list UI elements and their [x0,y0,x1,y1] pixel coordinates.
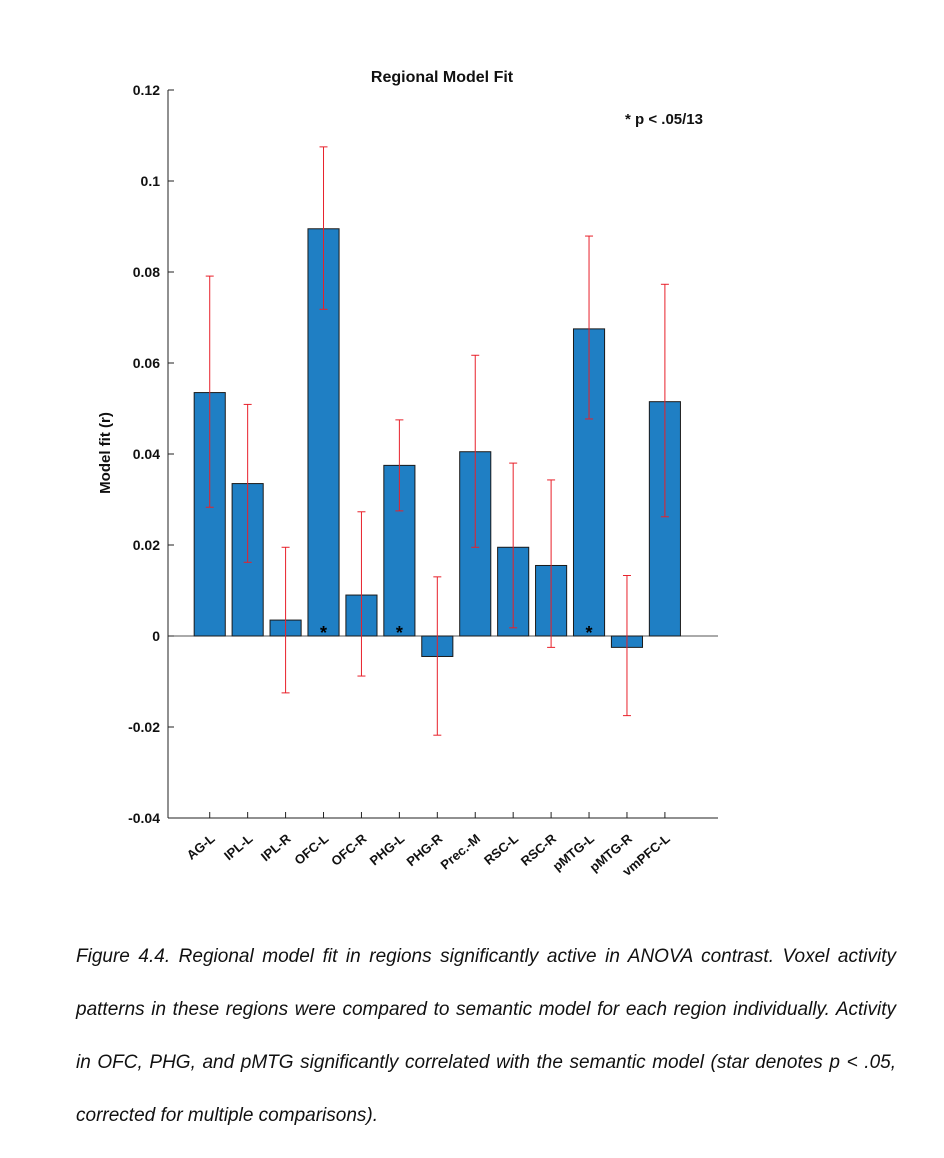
x-tick-label: IPL-R [258,830,294,864]
y-tick-label: 0.1 [141,173,161,189]
x-tick-label: IPL-L [221,831,256,863]
y-tick-label: 0.08 [133,264,160,280]
y-tick-label: 0.06 [133,355,160,371]
y-tick-label: 0 [152,628,160,644]
y-tick-label: 0.12 [133,82,160,98]
x-tick-label: RSC-L [481,831,521,868]
x-tick-label: OFC-R [328,830,370,868]
bar [572,328,606,637]
bar-chart: Regional Model Fit * p < .05/13 Model fi… [97,69,718,879]
y-tick-label: -0.02 [128,719,160,735]
y-axis-label: Model fit (r) [97,412,114,494]
x-tick-label: OFC-L [291,831,331,868]
figure-caption: Figure 4.4. Regional model fit in region… [76,946,896,1126]
significance-annotation: * p < .05/13 [625,111,703,128]
x-tick-label: Prec.-M [438,831,484,873]
significance-star: * [320,623,327,643]
significance-star: * [396,623,403,643]
chart-title: Regional Model Fit [371,69,514,86]
x-tick-label: AG-L [184,831,218,863]
y-tick-label: 0.04 [133,446,160,462]
y-tick-label: -0.04 [128,810,160,826]
significance-star: * [586,623,593,643]
x-tick-label: PHG-L [367,831,408,869]
y-tick-label: 0.02 [133,537,160,553]
